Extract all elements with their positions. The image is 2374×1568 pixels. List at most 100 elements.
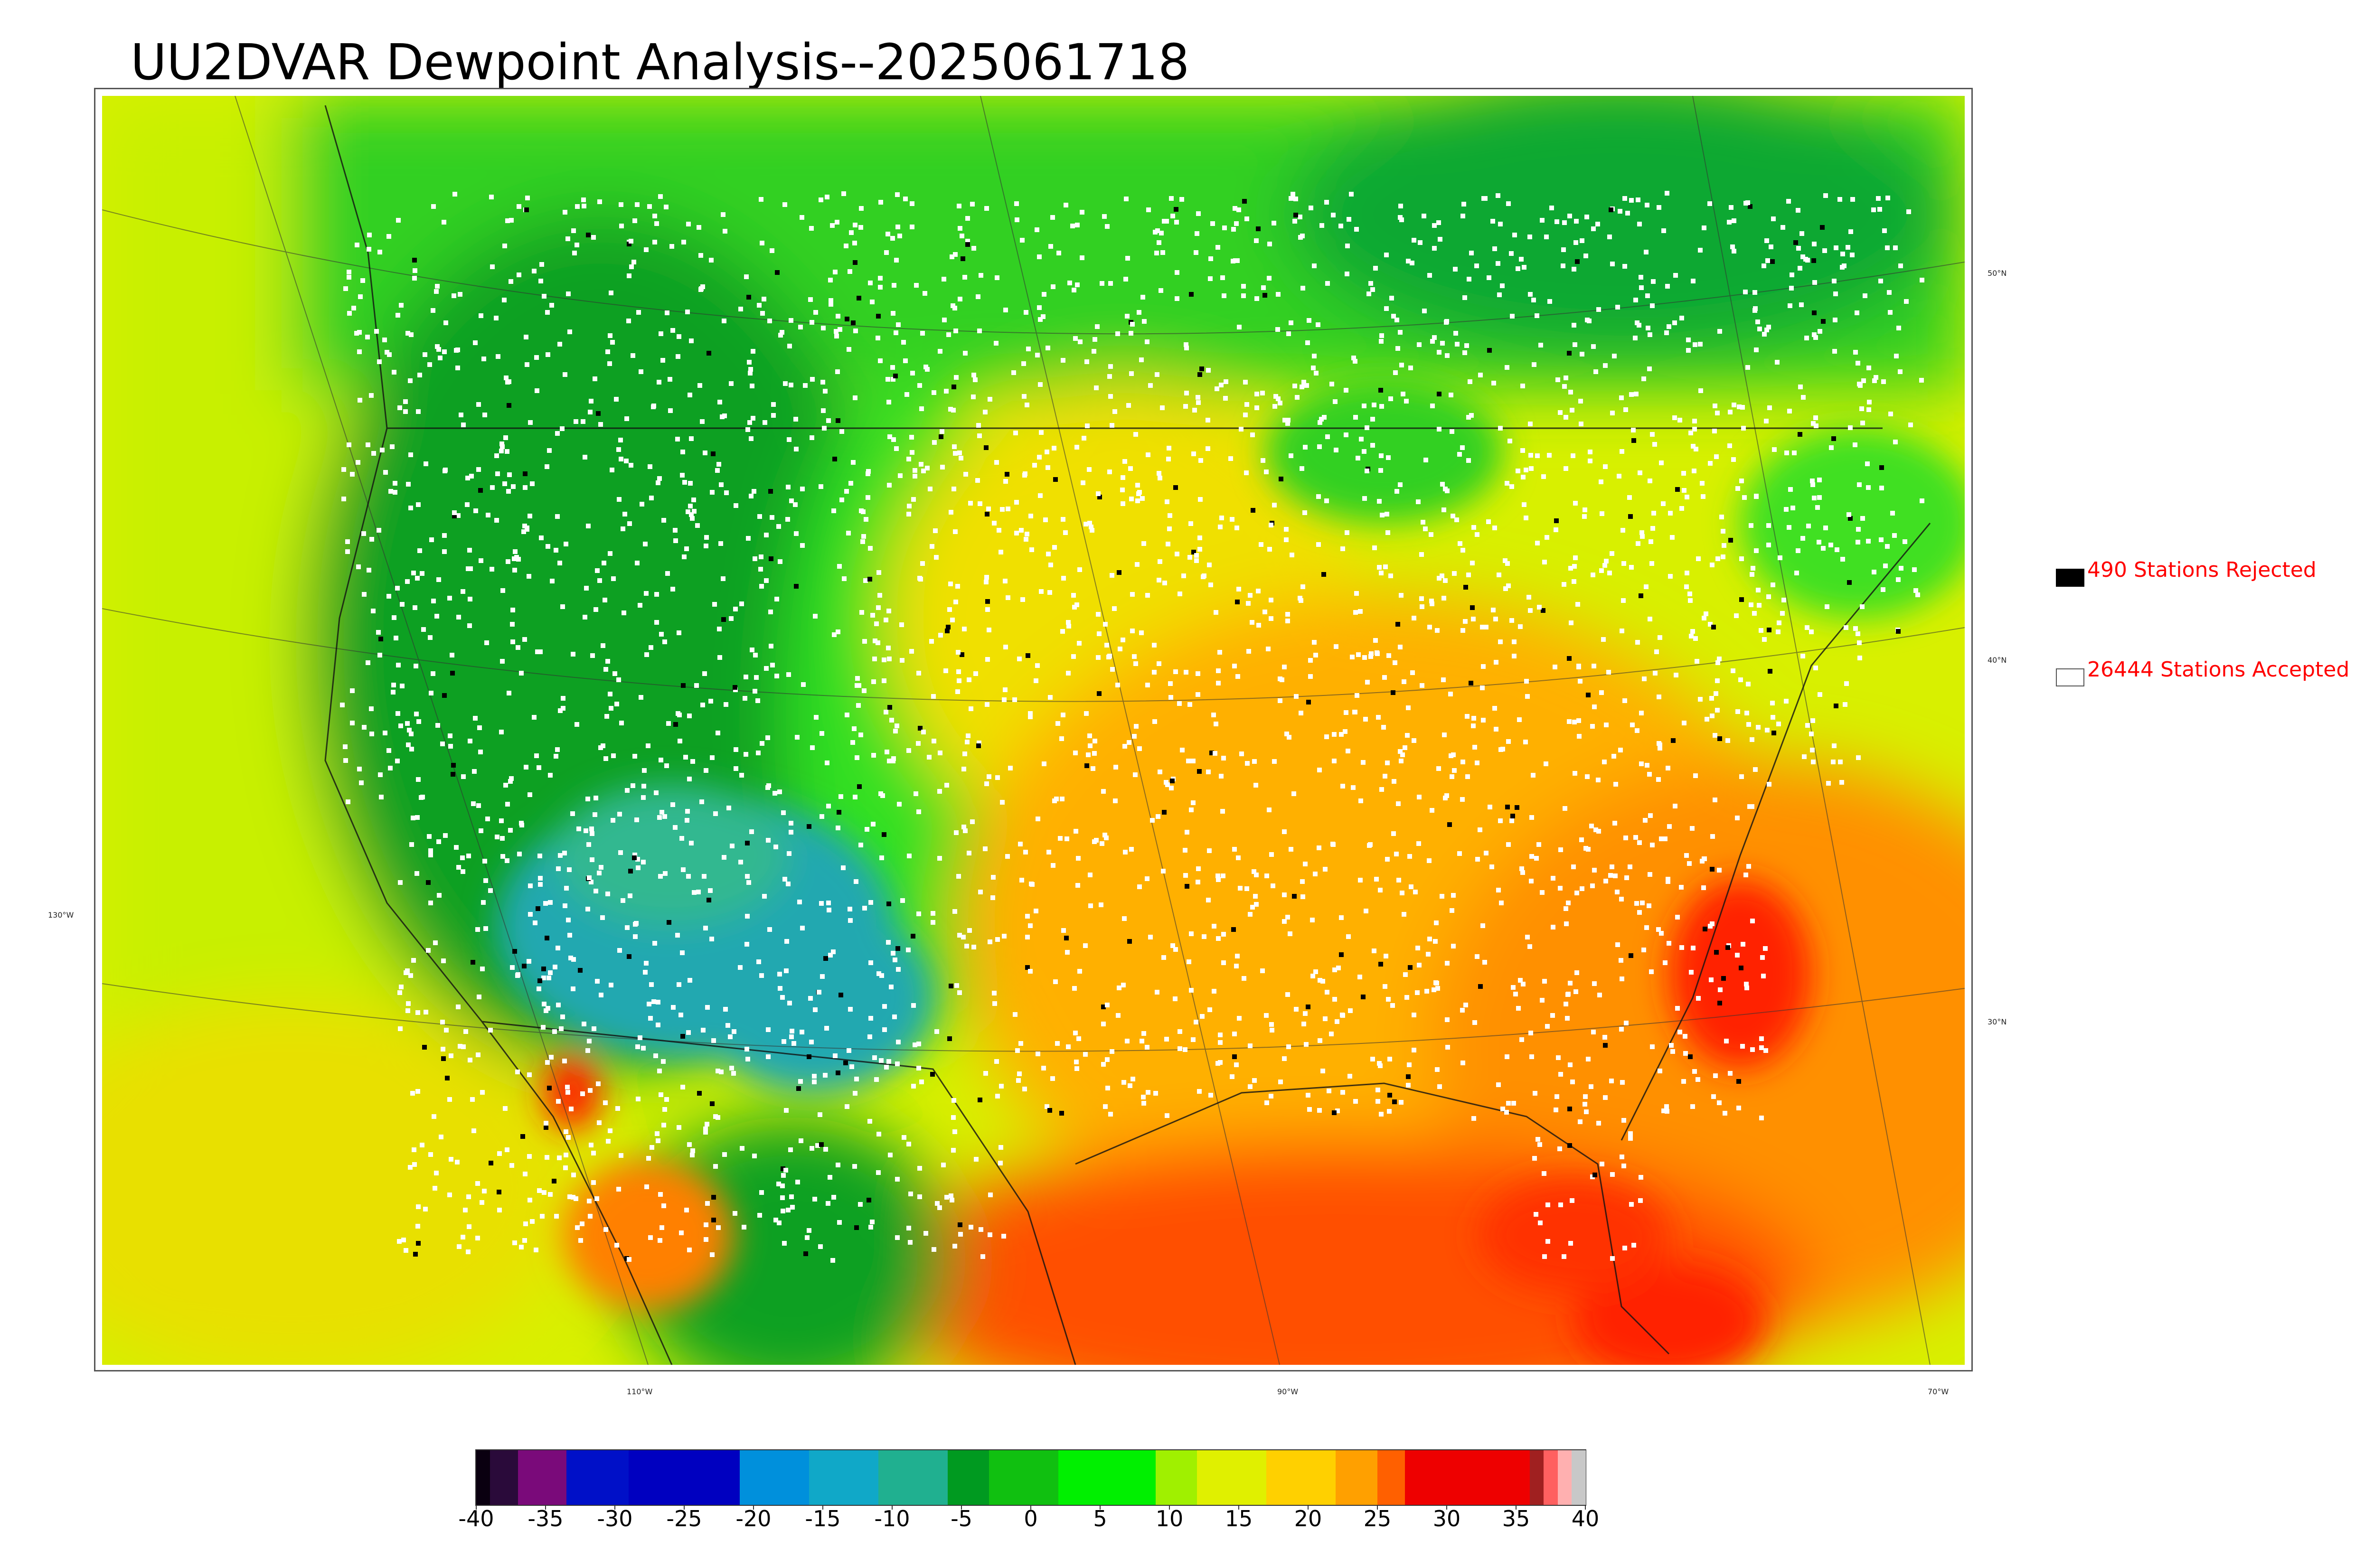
station-marker: [661, 1123, 666, 1127]
station-marker: [1500, 283, 1505, 288]
station-marker: [563, 903, 567, 908]
station-marker: [795, 1180, 800, 1184]
station-marker: [712, 602, 717, 607]
station-marker: [817, 990, 821, 995]
station-marker: [1285, 421, 1290, 426]
station-marker: [548, 773, 553, 778]
station-marker: [647, 204, 652, 209]
station-marker: [1445, 353, 1450, 358]
station-marker: [1241, 284, 1246, 289]
station-marker: [960, 234, 964, 238]
station-marker: [1659, 460, 1664, 465]
station-marker: [1717, 1100, 1722, 1105]
station-marker: [455, 347, 460, 352]
station-marker: [1323, 1016, 1328, 1021]
station-marker: [654, 620, 659, 625]
station-marker: [1621, 598, 1626, 603]
station-marker: [410, 1091, 415, 1096]
station-marker: [1796, 246, 1801, 251]
station-marker: [513, 549, 518, 554]
station-marker: [927, 755, 932, 760]
station-marker: [408, 1165, 413, 1170]
station-marker: [565, 1085, 570, 1089]
lat-label-40n: 40°N: [1988, 656, 2007, 665]
station-marker: [1394, 489, 1399, 494]
station-marker: [537, 978, 542, 983]
station-marker: [638, 1035, 642, 1040]
station-marker: [704, 1237, 708, 1242]
station-marker: [1645, 203, 1649, 207]
station-marker: [1133, 661, 1138, 666]
station-marker: [837, 564, 842, 569]
station-marker: [1551, 925, 1555, 930]
station-marker: [1437, 350, 1441, 355]
station-marker: [1194, 1020, 1198, 1024]
colorbar-segment: [490, 1450, 518, 1505]
station-marker: [356, 460, 360, 465]
station-marker: [494, 316, 499, 320]
station-marker: [1728, 1071, 1733, 1076]
station-marker: [738, 860, 743, 864]
station-marker: [1675, 1006, 1680, 1011]
station-marker: [1564, 1002, 1568, 1006]
station-marker: [1828, 543, 1833, 547]
station-marker: [980, 1254, 985, 1259]
colorbar-tick-label: 10: [1155, 1506, 1184, 1531]
station-marker: [1489, 864, 1494, 869]
station-marker: [728, 1034, 733, 1039]
station-marker: [962, 275, 967, 280]
station-marker: [1070, 224, 1075, 228]
station-marker: [1730, 244, 1735, 249]
station-marker: [1075, 223, 1080, 227]
station-marker: [427, 834, 432, 839]
station-marker: [1019, 878, 1024, 883]
station-marker: [776, 524, 781, 529]
station-marker: [434, 289, 439, 294]
station-marker: [923, 1231, 928, 1236]
station-marker: [1703, 927, 1707, 931]
station-marker: [1450, 908, 1454, 913]
station-marker: [836, 629, 840, 634]
station-marker: [701, 1028, 706, 1033]
station-marker: [1361, 760, 1366, 765]
station-marker: [619, 721, 624, 725]
station-marker: [1767, 782, 1771, 787]
station-marker: [359, 780, 364, 785]
station-marker: [1210, 221, 1215, 226]
station-marker: [1698, 342, 1703, 347]
station-marker: [1267, 242, 1272, 246]
station-marker: [1518, 624, 1523, 629]
station-marker: [1003, 308, 1008, 312]
station-marker: [1168, 695, 1173, 700]
station-marker: [703, 1130, 708, 1135]
station-marker: [1006, 595, 1010, 600]
station-marker: [1724, 1039, 1729, 1043]
station-marker: [632, 754, 637, 759]
station-marker: [896, 322, 901, 327]
station-marker: [1212, 989, 1216, 994]
station-marker: [1308, 658, 1313, 663]
station-marker: [405, 721, 410, 726]
station-marker: [1693, 773, 1698, 778]
station-marker: [1037, 455, 1042, 460]
station-marker: [1413, 890, 1418, 894]
station-marker: [1711, 625, 1716, 629]
station-marker: [1289, 453, 1293, 458]
station-marker: [1702, 616, 1706, 620]
station-marker: [1573, 989, 1578, 994]
station-marker: [704, 544, 708, 548]
station-marker: [834, 329, 838, 334]
station-marker: [955, 584, 960, 589]
station-marker: [906, 512, 911, 516]
station-marker: [411, 958, 416, 963]
station-marker: [1657, 695, 1661, 699]
station-marker: [732, 1029, 736, 1034]
station-marker: [467, 548, 472, 553]
colorbar-tick-label: 0: [1024, 1506, 1038, 1531]
station-marker: [1645, 293, 1650, 298]
colorbar-tick-mark: [1585, 1505, 1586, 1510]
station-marker: [1639, 530, 1644, 535]
station-marker: [685, 310, 690, 314]
station-marker: [441, 958, 446, 963]
station-marker: [525, 362, 529, 367]
